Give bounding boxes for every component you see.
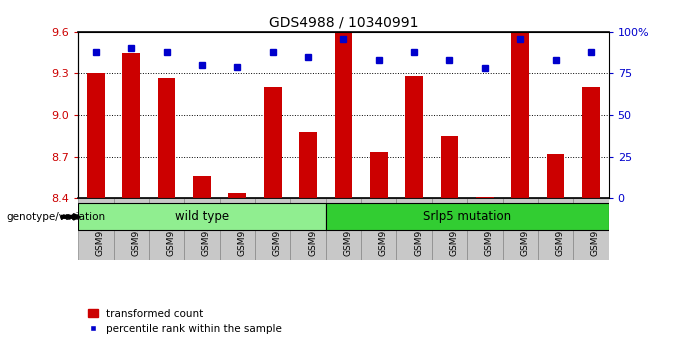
Text: GSM921329: GSM921329 — [202, 201, 211, 256]
Text: GSM921334: GSM921334 — [379, 201, 388, 256]
Bar — [432, 198, 467, 260]
Bar — [361, 198, 396, 260]
Bar — [264, 87, 282, 198]
Bar — [122, 53, 140, 198]
Bar — [467, 198, 503, 260]
Bar — [326, 203, 609, 230]
Text: Srlp5 mutation: Srlp5 mutation — [423, 210, 511, 223]
Bar — [503, 198, 538, 260]
Text: GSM921339: GSM921339 — [556, 201, 564, 256]
Text: GSM921336: GSM921336 — [449, 201, 458, 256]
Text: GSM921330: GSM921330 — [237, 201, 246, 256]
Text: genotype/variation: genotype/variation — [7, 212, 106, 222]
Text: GSM921333: GSM921333 — [343, 201, 352, 256]
Bar — [149, 198, 184, 260]
Bar — [78, 203, 326, 230]
Bar — [405, 76, 423, 198]
Text: GSM921340: GSM921340 — [591, 201, 600, 256]
Bar — [370, 153, 388, 198]
Text: GSM921326: GSM921326 — [96, 201, 105, 256]
Bar — [547, 154, 564, 198]
Bar — [299, 132, 317, 198]
Bar — [573, 198, 609, 260]
Legend: transformed count, percentile rank within the sample: transformed count, percentile rank withi… — [84, 305, 286, 338]
Bar — [441, 136, 458, 198]
Bar — [220, 198, 255, 260]
Text: GSM921328: GSM921328 — [167, 201, 175, 256]
Text: GSM921337: GSM921337 — [485, 201, 494, 256]
Text: wild type: wild type — [175, 210, 229, 223]
Text: GSM921338: GSM921338 — [520, 201, 529, 256]
Bar — [476, 197, 494, 198]
Text: GSM921335: GSM921335 — [414, 201, 423, 256]
Text: GSM921331: GSM921331 — [273, 201, 282, 256]
Bar — [582, 87, 600, 198]
Bar — [538, 198, 573, 260]
Bar — [193, 176, 211, 198]
Bar — [158, 78, 175, 198]
Bar — [228, 193, 246, 198]
Bar — [290, 198, 326, 260]
Text: GSM921332: GSM921332 — [308, 201, 317, 256]
Bar — [335, 32, 352, 198]
Bar — [114, 198, 149, 260]
Bar — [511, 32, 529, 198]
Bar — [87, 74, 105, 198]
Text: GSM921327: GSM921327 — [131, 201, 140, 256]
Bar — [78, 198, 114, 260]
Bar — [255, 198, 290, 260]
Bar — [326, 198, 361, 260]
Bar — [184, 198, 220, 260]
Bar — [396, 198, 432, 260]
Title: GDS4988 / 10340991: GDS4988 / 10340991 — [269, 15, 418, 29]
